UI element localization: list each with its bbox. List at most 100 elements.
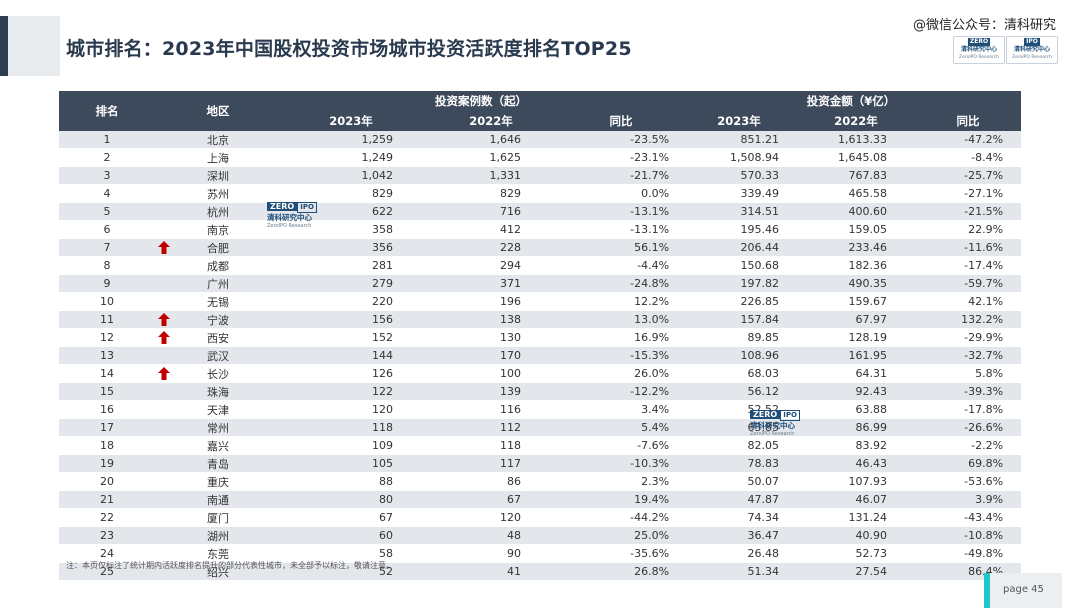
amount-2023-cell: 50.07 [681, 472, 798, 491]
rank-cell: 19 [59, 454, 155, 473]
region-name: 西安 [207, 331, 229, 345]
rank-cell: 14 [59, 364, 155, 383]
region-cell: 厦门 [155, 508, 281, 527]
amount-yoy-cell: -21.5% [915, 202, 1022, 221]
rank-cell: 21 [59, 490, 155, 509]
table-row: 8 成都 281 294 -4.4% 150.68 182.36 -17.4% [59, 256, 1022, 275]
rank-cell: 16 [59, 400, 155, 419]
region-name: 合肥 [207, 241, 229, 255]
rank-up-arrow-icon [158, 313, 170, 326]
table-row: 11 宁波 156 138 13.0% 157.84 67.97 132.2% [59, 310, 1022, 329]
region-cell: 青岛 [155, 454, 281, 473]
amount-2022-cell: 52.73 [797, 544, 916, 563]
table-row: 21 南通 80 67 19.4% 47.87 46.07 3.9% [59, 490, 1022, 509]
cases-yoy-cell: 16.9% [561, 328, 682, 347]
amount-2022-cell: 128.19 [797, 328, 916, 347]
amount-2023-cell: 570.33 [681, 166, 798, 185]
amount-2023-cell: 226.85 [681, 292, 798, 311]
cases-2022-cell: 120 [421, 508, 561, 527]
amount-2023-cell: 157.84 [681, 310, 798, 329]
cases-yoy-cell: -4.4% [561, 256, 682, 275]
amount-yoy-cell: -25.7% [915, 166, 1022, 185]
header-amount-2023: 2023年 [681, 111, 798, 131]
cases-2022-cell: 294 [421, 256, 561, 275]
rank-up-arrow-icon [158, 367, 170, 380]
cases-2023-cell: 105 [281, 454, 421, 473]
table-row: 18 嘉兴 109 118 -7.6% 82.05 83.92 -2.2% [59, 436, 1022, 455]
cases-2023-cell: 1,259 [281, 131, 421, 149]
amount-yoy-cell: -11.6% [915, 238, 1022, 257]
region-name: 嘉兴 [207, 439, 229, 453]
cases-yoy-cell: 3.4% [561, 400, 682, 419]
cases-2022-cell: 196 [421, 292, 561, 311]
header-cases-2023: 2023年 [281, 111, 421, 131]
amount-yoy-cell: -39.3% [915, 382, 1022, 401]
amount-2022-cell: 46.43 [797, 454, 916, 473]
rank-cell: 4 [59, 184, 155, 203]
region-cell: 广州 [155, 274, 281, 293]
header-cases-group: 投资案例数（起） [281, 91, 682, 111]
amount-2022-cell: 159.05 [797, 220, 916, 239]
region-cell: 南通 [155, 490, 281, 509]
cases-2023-cell: 67 [281, 508, 421, 527]
amount-2023-cell: 26.48 [681, 544, 798, 563]
amount-2023-cell: 206.44 [681, 238, 798, 257]
region-cell: 苏州 [155, 184, 281, 203]
amount-2022-cell: 131.24 [797, 508, 916, 527]
amount-2022-cell: 63.88 [797, 400, 916, 419]
cases-yoy-cell: -12.2% [561, 382, 682, 401]
amount-2023-cell: 47.87 [681, 490, 798, 509]
cases-2023-cell: 356 [281, 238, 421, 257]
region-cell: 长沙 [155, 364, 281, 383]
amount-2023-cell: 1,508.94 [681, 148, 798, 167]
region-name: 珠海 [207, 385, 229, 399]
region-name: 宁波 [207, 313, 229, 327]
cases-2022-cell: 829 [421, 184, 561, 203]
region-cell: 湖州 [155, 526, 281, 545]
amount-yoy-cell: -49.8% [915, 544, 1022, 563]
cases-2022-cell: 118 [421, 436, 561, 455]
watermark-text: @微信公众号：清科研究 [912, 18, 1056, 33]
cases-2022-cell: 48 [421, 526, 561, 545]
table-row: 23 湖州 60 48 25.0% 36.47 40.90 -10.8% [59, 526, 1022, 545]
cases-yoy-cell: 26.0% [561, 364, 682, 383]
amount-2022-cell: 92.43 [797, 382, 916, 401]
amount-2022-cell: 86.99 [797, 418, 916, 437]
cases-yoy-cell: 12.2% [561, 292, 682, 311]
region-cell: 嘉兴 [155, 436, 281, 455]
region-name: 南京 [207, 223, 229, 237]
cases-2022-cell: 1,331 [421, 166, 561, 185]
table-row: 19 青岛 105 117 -10.3% 78.83 46.43 69.8% [59, 454, 1022, 473]
cases-2022-cell: 138 [421, 310, 561, 329]
table-row: 3 深圳 1,042 1,331 -21.7% 570.33 767.83 -25.7% [59, 166, 1022, 185]
amount-2022-cell: 1,645.08 [797, 148, 916, 167]
cases-yoy-cell: 26.8% [561, 562, 682, 581]
table-row: 10 无锡 220 196 12.2% 226.85 159.67 42.1% [59, 292, 1022, 311]
region-cell: 北京 [155, 131, 281, 149]
region-name: 绍兴 [207, 565, 229, 579]
amount-2022-cell: 1,613.33 [797, 131, 916, 149]
cases-yoy-cell: 25.0% [561, 526, 682, 545]
region-cell: 宁波 [155, 310, 281, 329]
region-name: 重庆 [207, 475, 229, 489]
cases-yoy-cell: 56.1% [561, 238, 682, 257]
header-region: 地区 [155, 91, 281, 131]
amount-yoy-cell: -32.7% [915, 346, 1022, 365]
amount-2022-cell: 400.60 [797, 202, 916, 221]
region-cell: 合肥 [155, 238, 281, 257]
amount-2022-cell: 490.35 [797, 274, 916, 293]
region-name: 成都 [207, 259, 229, 273]
cases-2023-cell: 156 [281, 310, 421, 329]
rank-cell: 22 [59, 508, 155, 527]
rank-cell: 23 [59, 526, 155, 545]
region-name: 深圳 [207, 169, 229, 183]
rank-cell: 7 [59, 238, 155, 257]
rank-cell: 5 [59, 202, 155, 221]
region-cell: 常州 [155, 418, 281, 437]
cases-2023-cell: 144 [281, 346, 421, 365]
table-row: 12 西安 152 130 16.9% 89.85 128.19 -29.9% [59, 328, 1022, 347]
cases-2023-cell: 829 [281, 184, 421, 203]
table-row: 15 珠海 122 139 -12.2% 56.12 92.43 -39.3% [59, 382, 1022, 401]
amount-2022-cell: 161.95 [797, 346, 916, 365]
amount-yoy-cell: -17.4% [915, 256, 1022, 275]
